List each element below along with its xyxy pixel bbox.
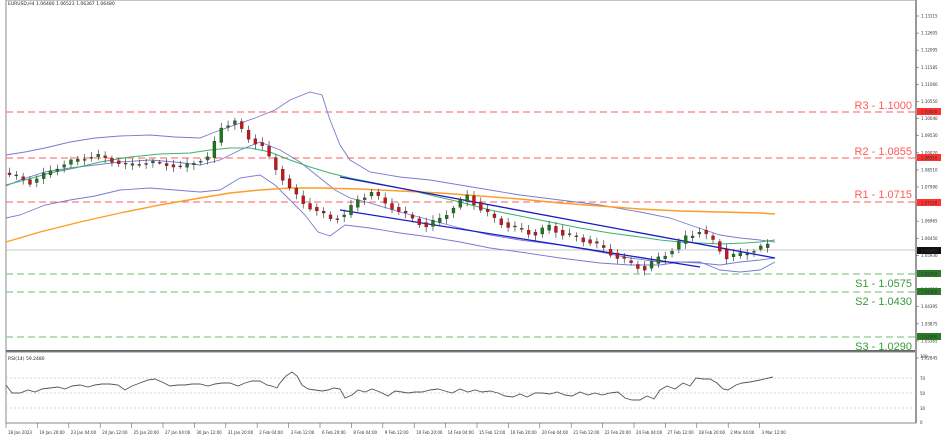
svg-text:31 Jan 20:00: 31 Jan 20:00: [228, 430, 254, 435]
candlesticks: [7, 117, 770, 276]
svg-text:8 Feb 04:00: 8 Feb 04:00: [353, 430, 377, 435]
svg-text:3 Feb 12:00: 3 Feb 12:00: [291, 430, 315, 435]
svg-text:1.12095: 1.12095: [921, 48, 938, 53]
rsi-panel-border: [5, 351, 917, 424]
svg-text:1.03365: 1.03365: [921, 338, 938, 343]
svg-text:24 Jan 12:00: 24 Jan 12:00: [102, 430, 128, 435]
svg-text:1.11060: 1.11060: [921, 82, 938, 87]
y-axis-ticks: 1.13115 1.12605 1.12095 1.11585 1.11060 1.105…: [916, 14, 938, 361]
svg-text:70: 70: [920, 376, 926, 381]
rsi-axis-labels: 100 70 50 30 0: [920, 354, 928, 425]
svg-text:6 Feb 20:00: 6 Feb 20:00: [322, 430, 346, 435]
svg-text:2 Mar 04:00: 2 Mar 04:00: [730, 430, 755, 435]
support-lines: [6, 273, 916, 338]
svg-text:2 Feb 04:00: 2 Feb 04:00: [259, 430, 283, 435]
svg-text:1.07150: 1.07150: [921, 201, 938, 206]
svg-text:22 Feb 20:00: 22 Feb 20:00: [605, 430, 632, 435]
s3-label: S3 - 1.0290: [855, 341, 912, 353]
svg-text:1.06450: 1.06450: [921, 236, 938, 241]
svg-text:19 Jan 20:00: 19 Jan 20:00: [39, 430, 65, 435]
svg-text:1.09020: 1.09020: [921, 150, 938, 155]
svg-text:21 Feb 12:00: 21 Feb 12:00: [573, 430, 600, 435]
s2-label: S2 - 1.0430: [855, 296, 912, 308]
svg-text:1.10000: 1.10000: [921, 110, 938, 115]
r2-label: R2 - 1.0855: [855, 146, 912, 158]
svg-text:1.05930: 1.05930: [921, 253, 938, 258]
s1-label: S1 - 1.0575: [855, 278, 912, 290]
svg-text:18 Jan 2023: 18 Jan 2023: [8, 430, 32, 435]
svg-text:1.13115: 1.13115: [921, 14, 938, 19]
svg-text:1.10040: 1.10040: [921, 116, 938, 121]
svg-text:10 Feb 20:00: 10 Feb 20:00: [416, 430, 443, 435]
svg-text:28 Feb 20:00: 28 Feb 20:00: [699, 430, 726, 435]
r3-label: R3 - 1.1000: [855, 100, 912, 112]
svg-text:27 Feb 12:00: 27 Feb 12:00: [667, 430, 694, 435]
rsi-line: [5, 371, 774, 401]
downtrend-channel: [339, 176, 776, 268]
svg-text:24 Feb 04:00: 24 Feb 04:00: [636, 430, 663, 435]
svg-text:1.04395: 1.04395: [921, 304, 938, 309]
moving-average-orange: [5, 187, 776, 243]
svg-text:1.04300: 1.04300: [921, 290, 938, 295]
x-axis-ticks: 18 Jan 2023 19 Jan 20:00 23 Jan 04:00 24 Ja…: [5, 423, 787, 435]
svg-text:20 Feb 04:00: 20 Feb 04:00: [542, 430, 569, 435]
svg-text:1.07990: 1.07990: [921, 185, 938, 190]
svg-text:25 Jan 20:00: 25 Jan 20:00: [134, 430, 160, 435]
svg-text:1.09530: 1.09530: [921, 133, 938, 138]
r1-label: R1 - 1.0715: [855, 189, 912, 201]
svg-text:23 Jan 04:00: 23 Jan 04:00: [71, 430, 97, 435]
svg-text:1.02900: 1.02900: [921, 335, 938, 340]
svg-text:1.10550: 1.10550: [921, 99, 938, 104]
svg-text:0: 0: [920, 420, 923, 425]
svg-text:1.06480: 1.06480: [921, 249, 938, 254]
svg-text:30: 30: [920, 406, 926, 411]
svg-text:50: 50: [920, 391, 926, 396]
symbol-header: EURUSD,H4 1.06480 1.06523 1.06367 1.0648…: [8, 2, 115, 7]
svg-text:1.02845: 1.02845: [921, 356, 938, 361]
svg-text:1.08550: 1.08550: [921, 156, 938, 161]
svg-text:3 Mar 12:00: 3 Mar 12:00: [762, 430, 787, 435]
axis-price-tags: 1.10000 1.08550 1.07150 1.06480 1.05750 …: [917, 108, 941, 340]
svg-text:30 Jan 12:00: 30 Jan 12:00: [196, 430, 222, 435]
rsi-label: RSI(14) 59.2480: [8, 357, 45, 362]
svg-text:15 Feb 12:00: 15 Feb 12:00: [479, 430, 506, 435]
svg-text:9 Feb 12:00: 9 Feb 12:00: [385, 430, 409, 435]
svg-text:100: 100: [920, 354, 928, 359]
moving-average-green: [5, 147, 776, 245]
svg-text:1.06965: 1.06965: [921, 219, 938, 224]
svg-text:1.08510: 1.08510: [921, 167, 938, 172]
svg-text:1.03875: 1.03875: [921, 321, 938, 326]
svg-text:16 Feb 20:00: 16 Feb 20:00: [510, 430, 537, 435]
bollinger-bands: [5, 91, 776, 273]
svg-text:14 Feb 04:00: 14 Feb 04:00: [448, 430, 475, 435]
svg-text:27 Jan 04:00: 27 Jan 04:00: [165, 430, 191, 435]
main-panel-border: [5, 0, 917, 352]
svg-text:1.12605: 1.12605: [921, 31, 938, 36]
svg-text:1.11585: 1.11585: [921, 65, 938, 70]
svg-text:1.05750: 1.05750: [921, 272, 938, 277]
